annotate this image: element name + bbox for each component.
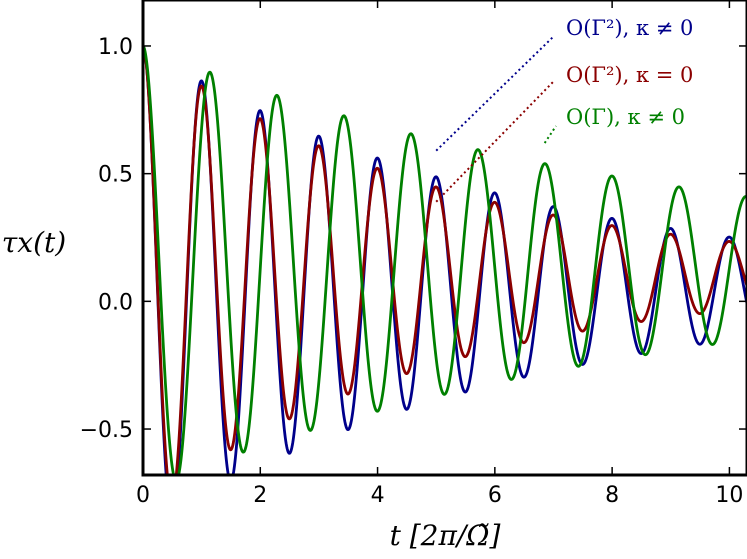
plot-frame: [141, 0, 747, 477]
leader-layer: [435, 36, 557, 203]
x-axis-label: t [2π/Ω̃]: [390, 519, 501, 552]
series-line-3: [143, 44, 747, 475]
x-tick-label: 8: [605, 483, 619, 508]
legend-leader-2: [435, 81, 554, 203]
series-line-2: [143, 45, 747, 475]
legend-entry-2: O(Γ²), κ = 0: [566, 63, 693, 87]
y-tick-label: 0.0: [98, 290, 133, 315]
y-tick-label: 1.0: [98, 35, 133, 60]
x-tick-label: 2: [253, 483, 267, 508]
legend: O(Γ²), κ ≠ 0 O(Γ²), κ = 0 O(Γ), κ ≠ 0: [566, 16, 693, 129]
x-tick-label: 10: [715, 483, 743, 508]
legend-entry-3: O(Γ), κ ≠ 0: [566, 105, 685, 129]
series-layer: [143, 44, 747, 475]
legend-leader-3: [543, 125, 557, 144]
x-tick-label: 0: [136, 483, 150, 508]
legend-entry-1: O(Γ²), κ ≠ 0: [566, 16, 693, 40]
y-axis-label: τx(t): [2, 226, 66, 259]
y-tick-label: −0.5: [80, 418, 133, 443]
x-tick-label: 6: [488, 483, 502, 508]
y-tick-label: 0.5: [98, 163, 133, 188]
legend-leader-1: [435, 36, 554, 152]
tick-layer: 0 2 4 6 8 10 −0.5 0.0 0.5 1.0: [80, 0, 747, 508]
x-tick-label: 4: [371, 483, 385, 508]
